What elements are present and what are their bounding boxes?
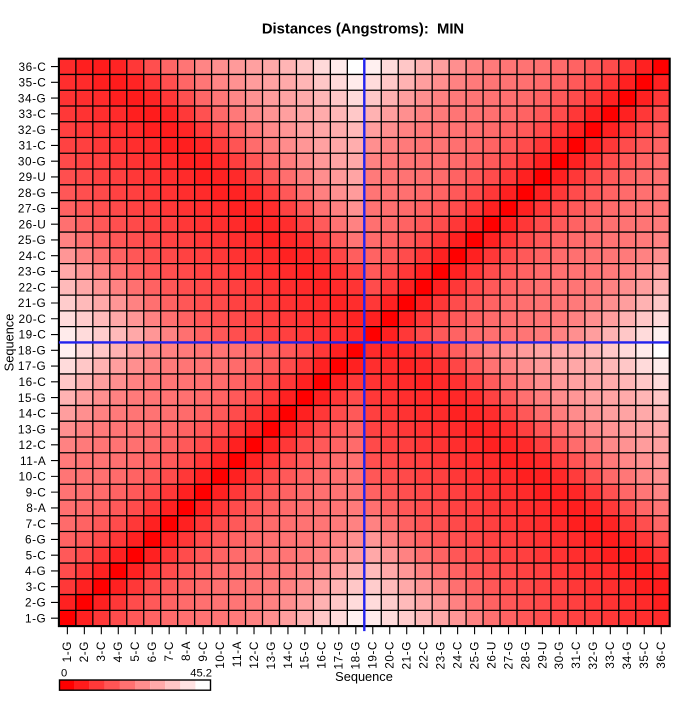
svg-text:25-G: 25-G xyxy=(18,233,46,247)
svg-text:10-C: 10-C xyxy=(19,470,47,484)
svg-text:Distances (Angstroms): MIN: Distances (Angstroms): MIN xyxy=(262,22,464,38)
svg-text:27-G: 27-G xyxy=(501,641,515,669)
svg-text:20-C: 20-C xyxy=(19,312,47,326)
svg-text:18-G: 18-G xyxy=(349,641,363,669)
svg-text:7-C: 7-C xyxy=(26,517,47,531)
svg-text:14-C: 14-C xyxy=(19,407,47,421)
svg-text:31-C: 31-C xyxy=(19,139,47,153)
svg-text:2-G: 2-G xyxy=(25,596,46,610)
svg-text:36-C: 36-C xyxy=(19,60,47,74)
svg-text:16-C: 16-C xyxy=(315,641,329,669)
svg-text:28-G: 28-G xyxy=(18,186,46,200)
svg-text:31-C: 31-C xyxy=(569,641,583,669)
svg-text:Sequence: Sequence xyxy=(335,669,393,684)
svg-text:35-C: 35-C xyxy=(637,641,651,669)
svg-text:12-C: 12-C xyxy=(247,641,261,669)
svg-text:1-G: 1-G xyxy=(60,641,74,662)
svg-text:11-A: 11-A xyxy=(20,454,46,468)
svg-text:28-G: 28-G xyxy=(518,641,532,669)
svg-text:20-C: 20-C xyxy=(383,641,397,669)
svg-text:19-C: 19-C xyxy=(19,328,47,342)
svg-text:30-G: 30-G xyxy=(552,641,566,669)
svg-text:3-C: 3-C xyxy=(26,580,47,594)
svg-text:9-C: 9-C xyxy=(196,641,210,662)
svg-text:6-G: 6-G xyxy=(25,533,46,547)
svg-text:11-A: 11-A xyxy=(230,641,244,667)
svg-text:21-G: 21-G xyxy=(400,641,414,669)
svg-text:25-G: 25-G xyxy=(467,641,481,669)
svg-text:5-C: 5-C xyxy=(128,641,142,662)
svg-text:27-G: 27-G xyxy=(18,202,46,216)
svg-text:15-G: 15-G xyxy=(18,391,46,405)
svg-text:19-C: 19-C xyxy=(366,641,380,669)
svg-text:15-G: 15-G xyxy=(298,641,312,669)
svg-text:Sequence: Sequence xyxy=(2,314,17,372)
svg-text:26-U: 26-U xyxy=(19,217,47,231)
svg-text:0: 0 xyxy=(61,668,67,680)
svg-text:18-G: 18-G xyxy=(18,343,46,357)
svg-text:13-G: 13-G xyxy=(264,641,278,669)
svg-text:13-G: 13-G xyxy=(18,422,46,436)
svg-text:26-U: 26-U xyxy=(484,641,498,669)
svg-text:24-C: 24-C xyxy=(450,641,464,669)
svg-text:23-G: 23-G xyxy=(18,265,46,279)
svg-text:7-C: 7-C xyxy=(162,641,176,662)
svg-text:5-C: 5-C xyxy=(26,548,47,562)
svg-text:14-C: 14-C xyxy=(281,641,295,669)
svg-text:8-A: 8-A xyxy=(26,501,46,515)
svg-text:17-G: 17-G xyxy=(332,641,346,669)
svg-text:8-A: 8-A xyxy=(179,641,193,661)
svg-text:2-G: 2-G xyxy=(77,641,91,662)
svg-text:22-C: 22-C xyxy=(19,280,47,294)
svg-text:35-C: 35-C xyxy=(19,76,47,90)
svg-text:9-C: 9-C xyxy=(26,485,47,499)
svg-text:4-G: 4-G xyxy=(25,564,46,578)
svg-text:45.2: 45.2 xyxy=(190,668,212,680)
svg-text:1-G: 1-G xyxy=(25,611,46,625)
svg-text:10-C: 10-C xyxy=(213,641,227,669)
svg-text:23-G: 23-G xyxy=(433,641,447,669)
svg-text:17-G: 17-G xyxy=(18,359,46,373)
svg-text:34-G: 34-G xyxy=(18,91,46,105)
svg-text:21-G: 21-G xyxy=(18,296,46,310)
svg-text:32-G: 32-G xyxy=(18,123,46,137)
svg-text:32-G: 32-G xyxy=(586,641,600,669)
svg-text:6-G: 6-G xyxy=(145,641,159,662)
svg-text:33-C: 33-C xyxy=(603,641,617,669)
svg-text:33-C: 33-C xyxy=(19,107,47,121)
svg-text:30-G: 30-G xyxy=(18,154,46,168)
svg-text:29-U: 29-U xyxy=(535,641,549,669)
svg-text:34-G: 34-G xyxy=(620,641,634,669)
svg-text:24-C: 24-C xyxy=(19,249,47,263)
svg-text:3-C: 3-C xyxy=(94,641,108,662)
svg-text:22-C: 22-C xyxy=(416,641,430,669)
svg-text:4-G: 4-G xyxy=(111,641,125,662)
svg-text:16-C: 16-C xyxy=(19,375,47,389)
svg-text:36-C: 36-C xyxy=(654,641,668,669)
svg-text:29-U: 29-U xyxy=(19,170,47,184)
svg-text:12-C: 12-C xyxy=(19,438,47,452)
